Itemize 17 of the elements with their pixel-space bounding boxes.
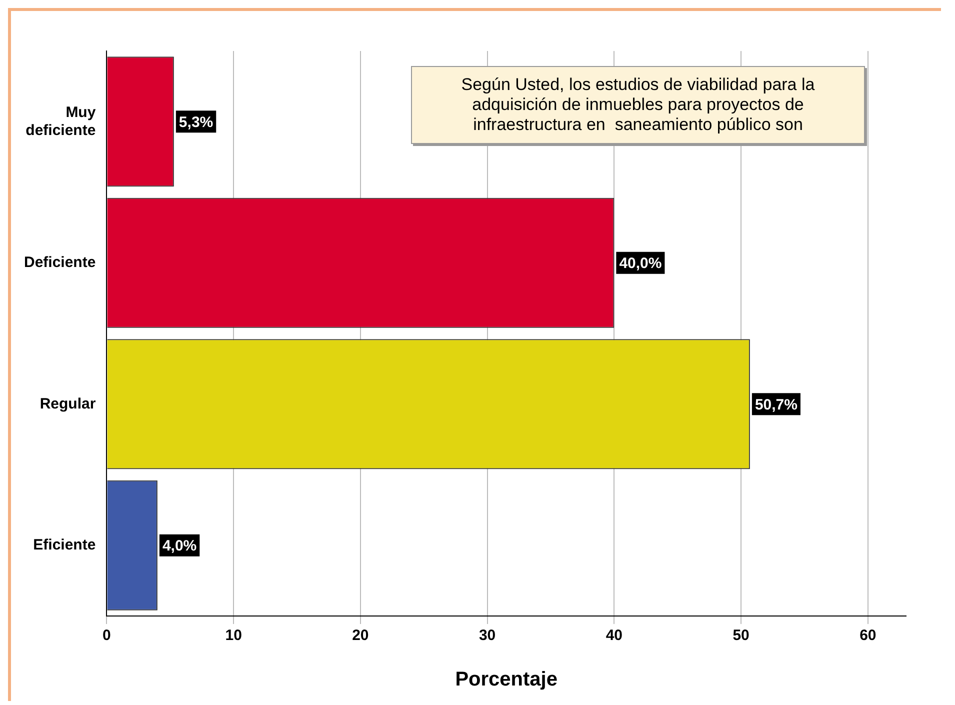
x-tick-label: 40 xyxy=(606,627,623,644)
x-tick-label: 20 xyxy=(352,627,369,644)
caption-box: Según Usted, los estudios de viabilidad para la adquisición de inmuebles para proyectos de infraestructura en saneamiento público son xyxy=(411,66,865,144)
y-tick-label: Muy deficiente xyxy=(26,104,96,139)
x-tick-label: 30 xyxy=(478,627,496,644)
data-label: 5,3% xyxy=(178,114,214,131)
x-tick-label: 50 xyxy=(732,627,750,644)
x-tick-label: 60 xyxy=(860,627,876,644)
x-tick-label: 0 xyxy=(102,627,111,644)
data-label: 4,0% xyxy=(162,538,197,555)
data-label: 40,0% xyxy=(619,255,662,272)
data-label: 50,7% xyxy=(754,396,798,414)
x-axis-title: Porcentaje xyxy=(455,668,558,691)
x-tick-label: 10 xyxy=(225,627,242,644)
y-tick-label: Deficiente xyxy=(24,254,96,272)
y-tick-label: Regular xyxy=(40,395,96,412)
y-tick-label: Eficiente xyxy=(33,536,96,554)
